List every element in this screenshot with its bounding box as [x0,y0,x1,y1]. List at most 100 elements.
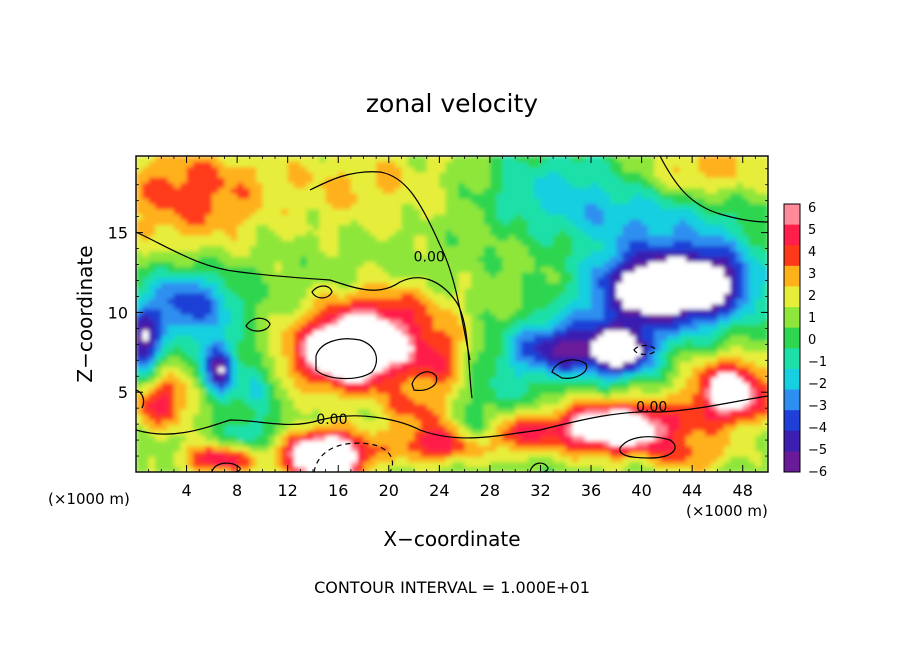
heatmap-cell [470,282,478,289]
heatmap-cell [161,456,169,463]
heatmap-cell [628,271,636,278]
heatmap-cell [199,229,207,236]
heatmap-cell [306,414,314,420]
heatmap-cell [230,314,238,320]
heatmap-cell [306,335,314,341]
heatmap-cell [483,361,491,368]
heatmap-cell [192,250,200,257]
heatmap-cell [470,456,478,463]
heatmap-cell [458,261,466,268]
heatmap-cell [230,398,238,405]
heatmap-cell [616,387,624,394]
heatmap-cell [167,229,175,236]
heatmap-cell [445,356,453,362]
heatmap-cell [622,456,630,463]
heatmap-cell [679,424,687,431]
heatmap-cell [192,350,200,357]
heatmap-cell [736,414,744,420]
heatmap-cell [331,435,339,441]
heatmap-cell [711,398,719,405]
heatmap-cell [433,424,440,431]
heatmap-cell [433,229,440,236]
heatmap-cell [692,329,700,336]
heatmap-cell [515,424,523,431]
heatmap-cell [275,303,282,310]
heatmap-cell [502,377,510,384]
heatmap-cell [477,335,485,341]
heatmap-cell [325,371,333,378]
heatmap-cell [755,224,763,231]
heatmap-cell [692,256,700,262]
heatmap-cell [268,314,276,320]
heatmap-cell [521,277,529,283]
heatmap-cell [180,250,188,257]
heatmap-cell [376,366,384,373]
heatmap-cell [452,256,459,262]
heatmap-cell [382,414,390,420]
heatmap-cell [167,261,175,268]
heatmap-cell [401,303,409,310]
heatmap-cell [287,245,295,252]
heatmap-cell [635,419,643,426]
heatmap-cell [591,235,598,241]
heatmap-cell [357,245,365,252]
heatmap-cell [540,345,548,352]
heatmap-cell [565,356,573,362]
heatmap-cell [534,329,542,336]
heatmap-cell [439,245,447,252]
heatmap-cell [502,445,510,452]
heatmap-cell [730,419,737,426]
heatmap-cell [167,429,175,436]
heatmap-cell [439,335,447,341]
heatmap-cell [376,308,384,315]
heatmap-cell [527,424,535,431]
heatmap-cell [281,256,289,262]
heatmap-cell [622,350,630,357]
heatmap-cell [294,450,301,457]
heatmap-cell [439,414,447,420]
heatmap-cell [749,435,756,441]
heatmap-cell [401,429,409,436]
heatmap-cell [508,408,516,415]
heatmap-cell [647,245,655,252]
heatmap-cell [205,393,213,399]
heatmap-cell [666,266,674,273]
heatmap-cell [445,461,453,468]
heatmap-cell [414,414,421,420]
heatmap-cell [692,271,700,278]
heatmap-cell [306,292,314,299]
heatmap-cell [148,356,156,362]
heatmap-cell [546,250,554,257]
heatmap-cell [350,219,358,226]
heatmap-cell [679,456,687,463]
heatmap-cell [414,271,421,278]
heatmap-cell [211,256,219,262]
heatmap-cell [281,266,289,273]
heatmap-cell [173,298,181,305]
heatmap-cell [338,403,346,410]
heatmap-cell [243,435,251,441]
heatmap-cell [287,450,295,457]
heatmap-cell [445,340,453,347]
heatmap-cell [610,303,617,310]
heatmap-cell [420,429,428,436]
heatmap-cell [704,271,712,278]
heatmap-cell [281,382,289,389]
heatmap-cell [723,366,731,373]
heatmap-cell [730,303,737,310]
heatmap-cell [749,456,756,463]
heatmap-cell [666,356,674,362]
heatmap-cell [711,266,719,273]
heatmap-cell [749,335,756,341]
heatmap-cell [243,229,251,236]
heatmap-cell [477,245,485,252]
heatmap-cell [249,282,257,289]
heatmap-cell [660,277,668,283]
heatmap-cell [401,287,409,294]
heatmap-cell [635,261,643,268]
heatmap-cell [287,303,295,310]
heatmap-cell [300,403,308,410]
heatmap-cell [142,319,150,326]
heatmap-cell [388,398,396,405]
heatmap-cell [515,377,523,384]
